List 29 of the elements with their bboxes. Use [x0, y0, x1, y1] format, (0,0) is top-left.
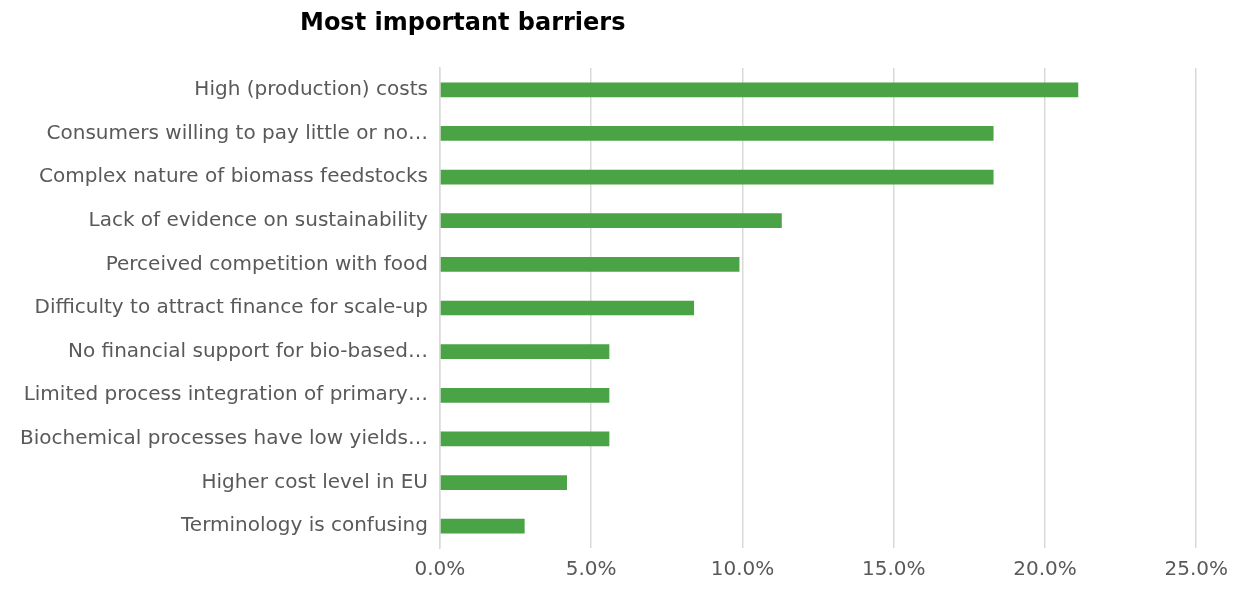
y-tick-label: Consumers willing to pay little or no… [46, 119, 428, 144]
bar [440, 257, 740, 272]
x-tick-label: 10.0% [710, 556, 775, 581]
y-tick-label: Biochemical processes have low yields… [19, 425, 428, 450]
bar [440, 431, 610, 447]
bar [440, 126, 994, 141]
y-tick-label: Complex nature of biomass feedstocks [39, 163, 428, 188]
bar [440, 344, 610, 359]
bar [440, 82, 1079, 98]
y-tick-label: Difficulty to attract finance for scale-up [34, 294, 428, 319]
y-tick-label: No financial support for bio-based… [68, 337, 428, 362]
y-tick-label: Perceived competition with food [105, 250, 428, 275]
bar [440, 387, 610, 403]
bar [440, 213, 782, 229]
bar [440, 518, 525, 534]
y-tick-label: Lack of evidence on sustainability [88, 206, 429, 231]
y-tick-label: Higher cost level in EU [201, 468, 428, 493]
bar [440, 169, 994, 185]
bar [440, 475, 567, 490]
y-tick-label: High (production) costs [194, 76, 428, 101]
x-tick-label: 0.0% [414, 556, 466, 581]
bar [440, 300, 695, 316]
x-tick-label: 20.0% [1013, 556, 1077, 581]
y-tick-label: Limited process integration of primary… [23, 381, 428, 406]
y-tick-label: Terminology is confusing [180, 512, 428, 537]
chart-title: Most important barriers [300, 8, 627, 38]
x-tick-label: 25.0% [1164, 556, 1229, 581]
x-tick-label: 5.0% [565, 556, 617, 581]
x-tick-label: 15.0% [861, 556, 926, 581]
